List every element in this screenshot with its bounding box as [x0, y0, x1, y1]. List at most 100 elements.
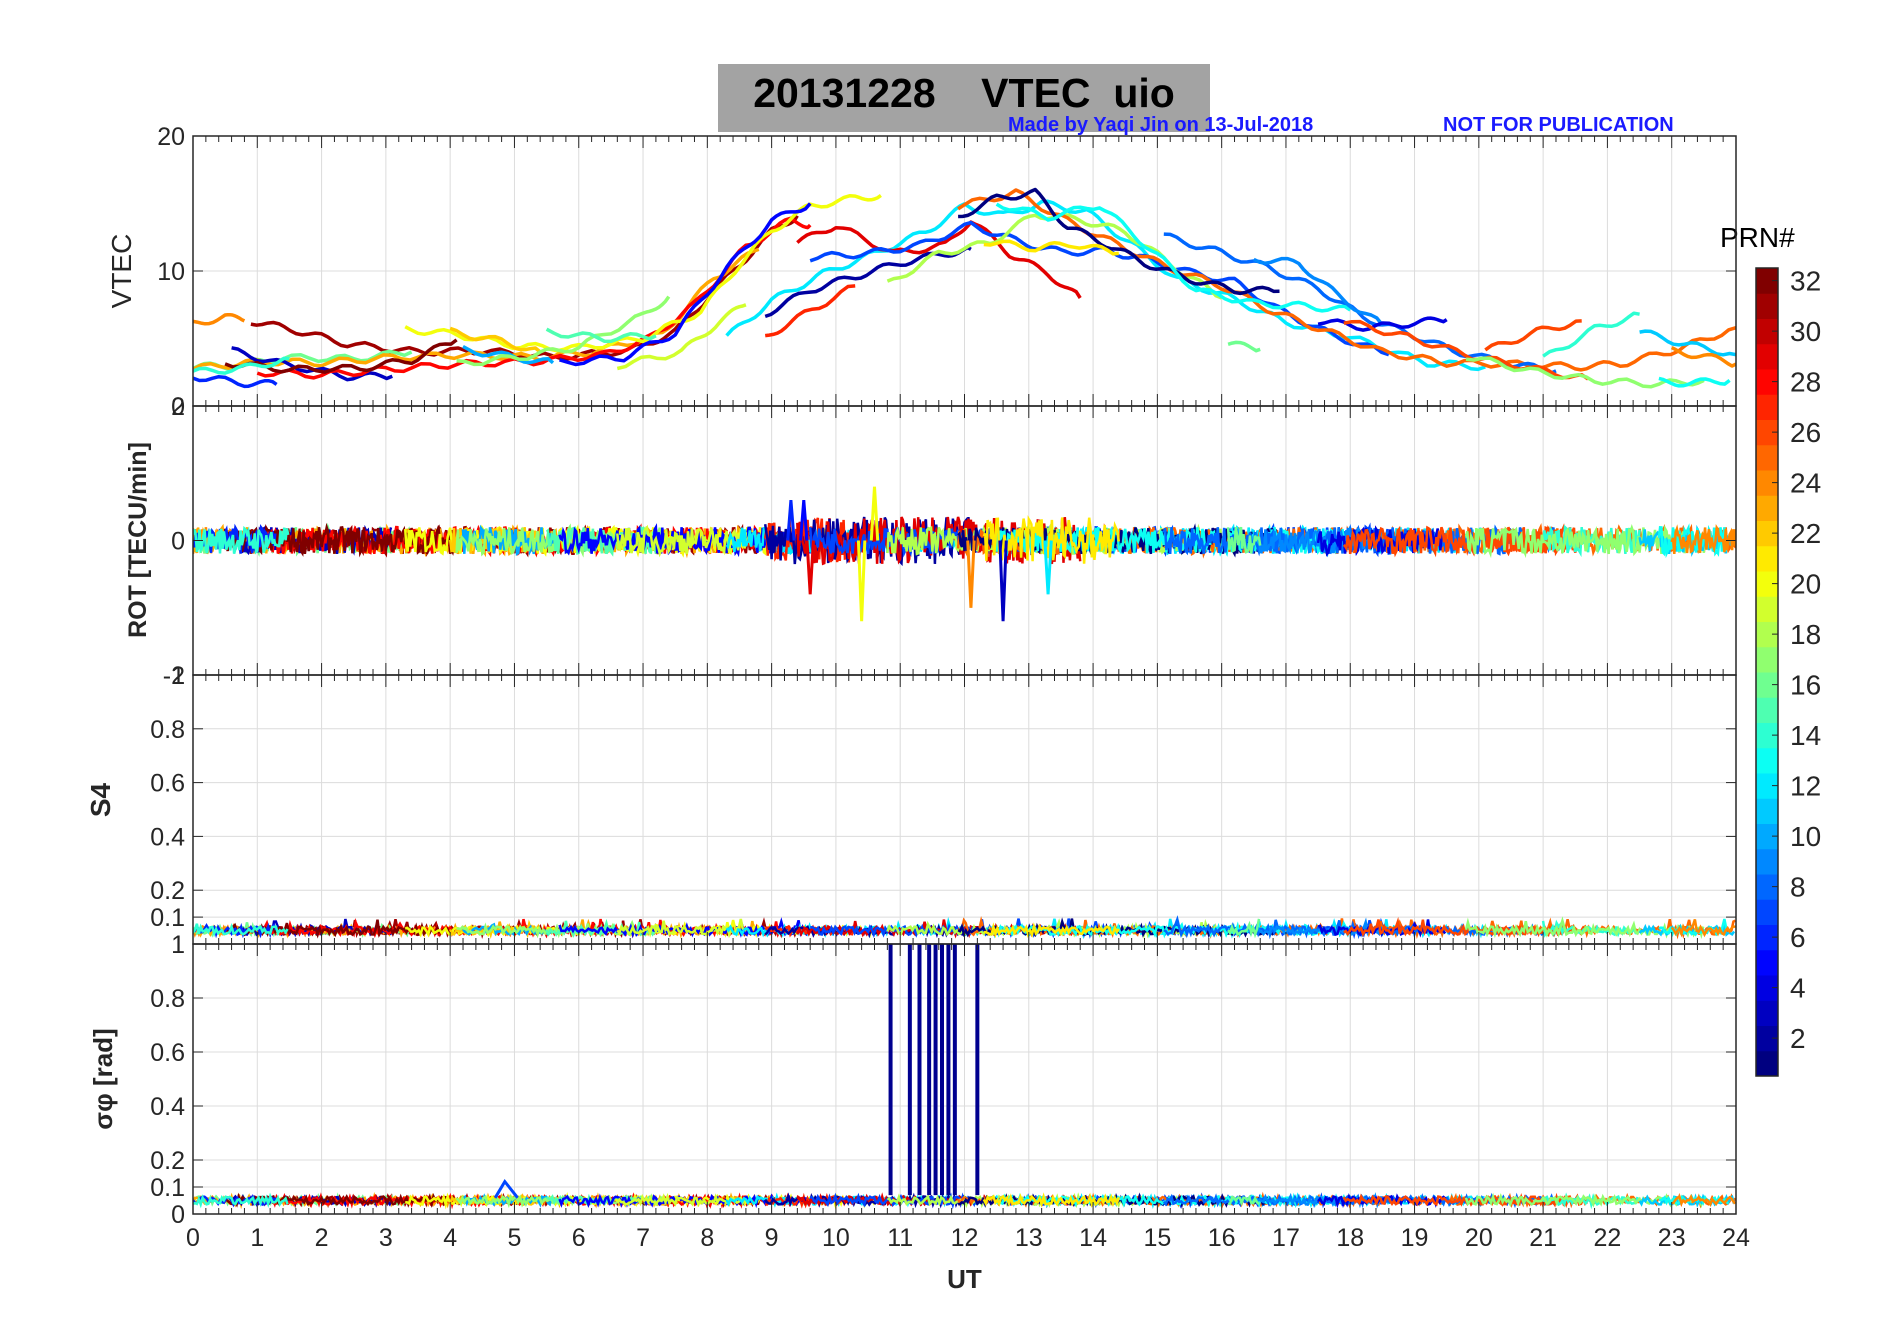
x-tick-label: 2	[315, 1224, 329, 1252]
x-tick-label: 15	[1143, 1224, 1171, 1252]
colorbar-swatch-31	[1756, 293, 1778, 319]
vtec-series-prn-15	[545, 327, 657, 344]
vtec-axis-label: VTEC	[106, 234, 137, 309]
y-tick-label: 0.4	[150, 1093, 185, 1121]
sigma-series-group	[193, 944, 1736, 1210]
vtec-series-prn-5	[558, 202, 812, 367]
sigma-series-prn-14	[193, 1192, 289, 1209]
credit-text: Made by Yaqi Jin on 13-Jul-2018	[1008, 114, 1314, 136]
colorbar-swatch-27	[1756, 394, 1778, 420]
y-tick-label: 0.1	[150, 1174, 185, 1202]
y-tick-label: 0	[171, 393, 185, 421]
colorbar-tick-label: 32	[1790, 266, 1821, 297]
rot-excursion-prn-20	[869, 486, 880, 541]
y-tick-label: 0	[171, 528, 185, 556]
s4-series-prn-16	[1227, 918, 1261, 939]
x-tick-label: 11	[887, 1224, 913, 1252]
sigma-series-prn-32	[224, 1192, 458, 1208]
x-tick-label: 6	[572, 1224, 586, 1252]
colorbar-tick-label: 24	[1790, 468, 1821, 499]
colorbar-swatch-19	[1756, 596, 1778, 622]
colorbar-swatch-28	[1756, 369, 1778, 395]
colorbar-swatch-5	[1756, 949, 1778, 976]
rot-panel: -202	[163, 393, 1737, 690]
colorbar-swatch-18	[1756, 621, 1778, 648]
rot-series-prn-19	[616, 525, 748, 558]
y-tick-label: 10	[157, 258, 185, 286]
colorbar-swatch-21	[1756, 545, 1778, 572]
colorbar-swatch-6	[1756, 924, 1778, 951]
x-tick-label: 9	[765, 1224, 779, 1252]
sigma-series-prn-24	[1671, 1193, 1736, 1208]
colorbar-tick-label: 30	[1790, 316, 1821, 347]
rot-excursion-prn-5	[799, 500, 809, 541]
vtec-panel: 0 10 20	[157, 123, 1737, 421]
colorbar-swatch-23	[1756, 495, 1778, 521]
rot-series-prn-24	[1670, 524, 1736, 555]
colorbar-swatch-32	[1756, 268, 1778, 294]
rot-axis-label: ROT [TECU/min]	[124, 442, 152, 638]
colorbar-swatch-8	[1756, 874, 1778, 900]
y-tick-label: 0.6	[150, 770, 185, 798]
rot-excursion-prn-6	[786, 500, 796, 541]
colorbar-swatch-3	[1756, 1000, 1778, 1026]
vtec-series-prn-24	[193, 312, 246, 326]
y-tick-label: 0.2	[150, 877, 185, 905]
s4-series-prn-14	[193, 922, 289, 938]
colorbar-swatch-24	[1756, 470, 1778, 496]
vtec-series-prn-20	[404, 193, 882, 353]
y-tick-label: 0.4	[150, 823, 185, 851]
s4-series-prn-19	[616, 918, 746, 939]
sigma_phi-panel: 00.10.2 0.4 0.6 0.8 1	[150, 931, 1737, 1229]
s4-series-prn-21	[983, 922, 1120, 939]
x-tick-label: 22	[1594, 1224, 1622, 1252]
x-tick-label: 12	[951, 1224, 979, 1252]
colorbar-swatch-12	[1756, 773, 1778, 799]
vtec-series-prn-23	[193, 247, 760, 371]
colorbar-tick-label: 6	[1790, 922, 1806, 953]
rot-excursion-prn-20	[856, 540, 867, 622]
vtec-series-prn-11	[1639, 329, 1736, 357]
vtec-series-prn-8	[1163, 232, 1557, 376]
x-axis-label: UT	[947, 1264, 982, 1294]
y-tick-label: 20	[157, 123, 185, 151]
rot-excursion-prn-29	[805, 540, 815, 595]
y-tick-label: 1	[171, 931, 185, 959]
s4-series-group	[193, 915, 1736, 940]
x-tick-label: 5	[508, 1224, 522, 1252]
colorbar-tick-label: 10	[1790, 821, 1821, 852]
x-tick-label: 8	[700, 1224, 714, 1252]
vtec-series-prn-24	[1670, 346, 1736, 368]
rot-excursion-prn-12	[1043, 540, 1053, 595]
sigma-series-prn-19	[616, 1192, 746, 1207]
figure-title: 20131228 VTEC uio	[753, 70, 1175, 116]
publication-notice: NOT FOR PUBLICATION	[1443, 114, 1674, 136]
colorbar-swatch-10	[1756, 823, 1778, 850]
x-tick-label: 19	[1401, 1224, 1429, 1252]
x-tick-label: 24	[1722, 1224, 1750, 1252]
colorbar-swatch-13	[1756, 747, 1778, 774]
vtec-series-prn-16	[1227, 340, 1261, 353]
vtec-series-prn-26	[1484, 319, 1582, 352]
x-tick-label: 14	[1079, 1224, 1107, 1252]
colorbar-label: PRN#	[1720, 222, 1795, 253]
vtec-series-prn-29	[796, 220, 1082, 299]
colorbar-tick-label: 26	[1790, 417, 1821, 448]
x-tick-label: 4	[443, 1224, 457, 1252]
colorbar-swatch-1	[1756, 1050, 1778, 1077]
y-tick-label: 0	[171, 1201, 185, 1229]
colorbar-frame	[1755, 267, 1779, 1077]
colorbar-swatch-17	[1756, 646, 1778, 673]
rot-series-prn-4	[1316, 525, 1448, 557]
x-tick-label: 17	[1272, 1224, 1300, 1252]
vtec-series-prn-4	[1317, 316, 1448, 332]
vtec-series-prn-27	[764, 284, 856, 338]
s4-series-prn-13	[1658, 918, 1730, 938]
plot-layer: 01020-2020.10.20.40.60.8100.10.20.40.60.…	[85, 123, 1821, 1294]
y-tick-label: 0.8	[150, 716, 185, 744]
colorbar-swatch-26	[1756, 419, 1778, 446]
y-tick-label: 1	[171, 662, 185, 690]
colorbar-tick-label: 12	[1790, 771, 1821, 802]
s4-panel: 0.10.2 0.4 0.6 0.8 1	[150, 662, 1737, 945]
